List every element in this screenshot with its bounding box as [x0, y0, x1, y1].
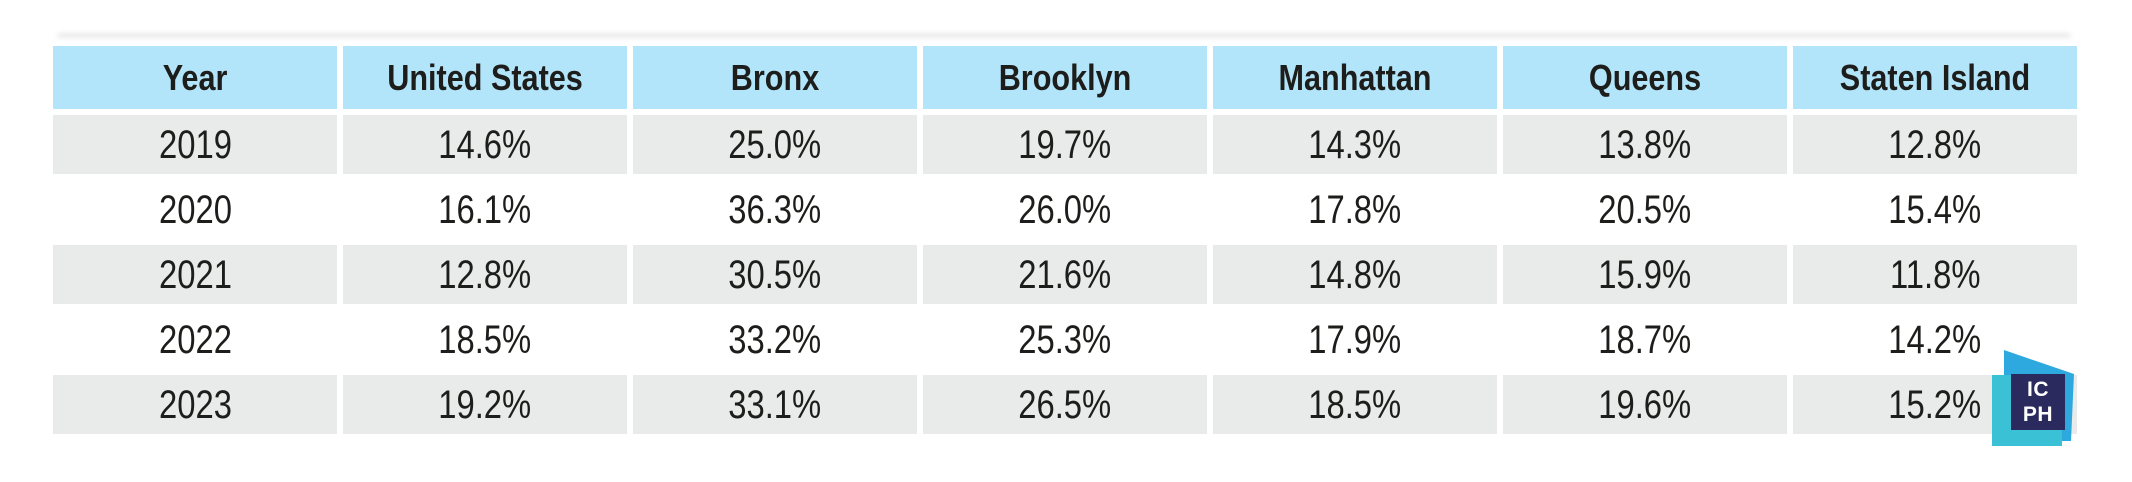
header-cell-bronx: Bronx	[633, 46, 917, 109]
cell-value-staten-island: 14.2%	[1793, 310, 2077, 369]
cell-value: 14.8%	[1308, 252, 1402, 297]
cell-value-manhattan: 17.8%	[1213, 180, 1497, 239]
cell-value-us: 16.1%	[343, 180, 627, 239]
data-table: Year United States Bronx Brooklyn Manhat…	[53, 46, 2077, 434]
cell-value: 12.8%	[438, 252, 532, 297]
cell-value: 2020	[158, 187, 232, 232]
cell-value: 14.2%	[1888, 317, 1982, 362]
header-cell-queens: Queens	[1503, 46, 1787, 109]
cell-value-queens: 19.6%	[1503, 375, 1787, 434]
cell-value-manhattan: 14.3%	[1213, 115, 1497, 174]
cell-value-brooklyn: 26.0%	[923, 180, 1207, 239]
cell-value-queens: 18.7%	[1503, 310, 1787, 369]
cell-value-staten-island: 15.4%	[1793, 180, 2077, 239]
cell-value: 14.6%	[438, 122, 532, 167]
header-label: Bronx	[730, 56, 820, 98]
cell-value: 36.3%	[728, 187, 822, 232]
cell-value: 2023	[158, 382, 232, 427]
header-label: Brooklyn	[998, 56, 1132, 98]
cell-value: 14.3%	[1308, 122, 1402, 167]
table-top-shadow	[57, 33, 2071, 38]
cell-value: 19.7%	[1018, 122, 1112, 167]
cell-value: 17.8%	[1308, 187, 1402, 232]
logo-navy-square	[2011, 374, 2065, 430]
cell-value: 15.2%	[1888, 382, 1982, 427]
cell-value: 30.5%	[728, 252, 822, 297]
cell-value: 2021	[158, 252, 232, 297]
cell-value-us: 12.8%	[343, 245, 627, 304]
cell-value-brooklyn: 25.3%	[923, 310, 1207, 369]
cell-value: 33.1%	[728, 382, 822, 427]
header-cell-brooklyn: Brooklyn	[923, 46, 1207, 109]
cell-value: 18.7%	[1598, 317, 1692, 362]
cell-value-bronx: 33.1%	[633, 375, 917, 434]
cell-value: 25.3%	[1018, 317, 1112, 362]
cell-value: 26.5%	[1018, 382, 1112, 427]
cell-value: 2019	[158, 122, 232, 167]
cell-value: 15.9%	[1598, 252, 1692, 297]
cell-value-staten-island: 12.8%	[1793, 115, 2077, 174]
cell-value-bronx: 30.5%	[633, 245, 917, 304]
cell-value: 33.2%	[728, 317, 822, 362]
cell-value: 13.8%	[1598, 122, 1692, 167]
header-label: United States	[387, 56, 583, 98]
cell-value-queens: 13.8%	[1503, 115, 1787, 174]
cell-value-bronx: 25.0%	[633, 115, 917, 174]
cell-value-queens: 20.5%	[1503, 180, 1787, 239]
cell-year: 2019	[53, 115, 337, 174]
header-label: Year	[162, 56, 228, 98]
cell-year: 2022	[53, 310, 337, 369]
cell-value-us: 19.2%	[343, 375, 627, 434]
cell-value: 20.5%	[1598, 187, 1692, 232]
cell-value: 16.1%	[438, 187, 532, 232]
header-label: Manhattan	[1278, 56, 1432, 98]
cell-value: 25.0%	[728, 122, 822, 167]
header-cell-staten-island: Staten Island	[1793, 46, 2077, 109]
cell-value: 21.6%	[1018, 252, 1112, 297]
header-label: Queens	[1588, 56, 1702, 98]
cell-value-queens: 15.9%	[1503, 245, 1787, 304]
icph-logo: IC PH	[1992, 350, 2074, 446]
header-cell-year: Year	[53, 46, 337, 109]
cell-value-manhattan: 18.5%	[1213, 375, 1497, 434]
cell-value: 19.2%	[438, 382, 532, 427]
cell-value-manhattan: 17.9%	[1213, 310, 1497, 369]
cell-value-us: 18.5%	[343, 310, 627, 369]
header-cell-manhattan: Manhattan	[1213, 46, 1497, 109]
cell-value-brooklyn: 21.6%	[923, 245, 1207, 304]
cell-value: 18.5%	[438, 317, 532, 362]
cell-value-us: 14.6%	[343, 115, 627, 174]
cell-value: 2022	[158, 317, 232, 362]
cell-value-manhattan: 14.8%	[1213, 245, 1497, 304]
cell-year: 2021	[53, 245, 337, 304]
cell-value: 11.8%	[1889, 252, 1981, 297]
cell-value-brooklyn: 26.5%	[923, 375, 1207, 434]
cell-value-bronx: 36.3%	[633, 180, 917, 239]
cell-value: 26.0%	[1018, 187, 1112, 232]
cell-value-brooklyn: 19.7%	[923, 115, 1207, 174]
cell-value: 15.4%	[1888, 187, 1982, 232]
cell-value: 17.9%	[1308, 317, 1402, 362]
header-cell-united-states: United States	[343, 46, 627, 109]
cell-value-bronx: 33.2%	[633, 310, 917, 369]
header-label: Staten Island	[1839, 56, 2031, 98]
cell-value: 12.8%	[1888, 122, 1982, 167]
cell-value: 19.6%	[1598, 382, 1692, 427]
cell-year: 2023	[53, 375, 337, 434]
cell-value: 18.5%	[1308, 382, 1402, 427]
logo-text-line1: IC	[2027, 378, 2049, 401]
cell-year: 2020	[53, 180, 337, 239]
cell-value-staten-island: 11.8%	[1793, 245, 2077, 304]
logo-text-line2: PH	[2023, 403, 2053, 426]
